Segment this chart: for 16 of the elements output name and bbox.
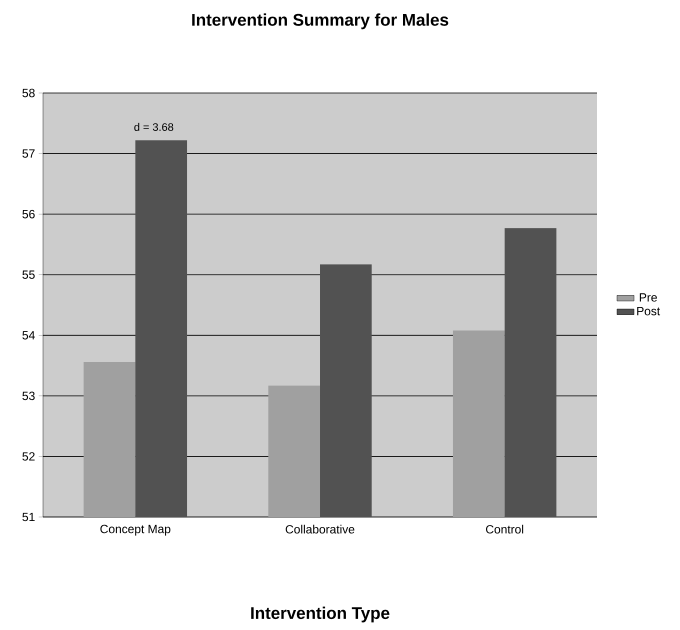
y-tick-label: 56	[22, 210, 35, 218]
y-tick-label: 54	[22, 331, 35, 340]
y-tick-label: 51	[22, 512, 35, 522]
y-tick-label: 58	[22, 88, 35, 98]
y-tick-label: 55	[22, 270, 35, 279]
y-tick-label: 52	[22, 452, 35, 461]
legend-label: Post	[637, 307, 660, 316]
y-tick-label: 57	[22, 149, 35, 158]
y-tick-label: 53	[22, 392, 35, 400]
x-tick-label: Collaborative	[286, 524, 354, 534]
legend-label: Pre	[640, 293, 657, 302]
x-tick-label: Control	[486, 524, 524, 534]
chart-title: Intervention Summary for Males	[192, 13, 448, 30]
x-axis-title: Intervention Type	[251, 606, 390, 622]
x-tick-label: Concept Map	[100, 524, 170, 536]
annotation: d = 3.68	[134, 122, 174, 131]
